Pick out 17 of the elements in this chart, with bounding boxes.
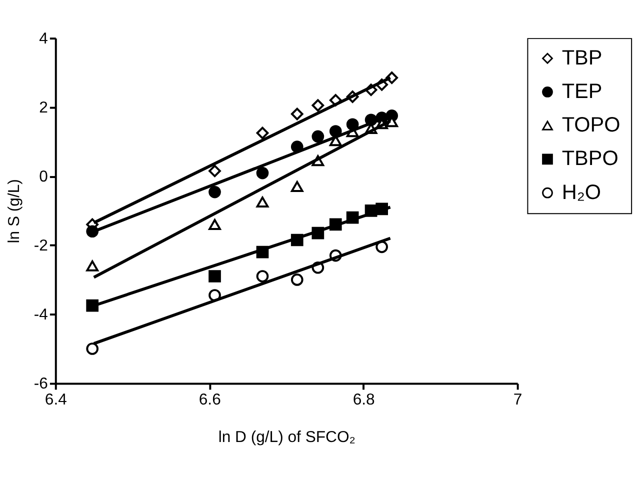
y-axis-title: ln S (g/L) [6,179,24,244]
legend-label: TEP [562,80,602,103]
y-tick-label: -4 [34,306,48,324]
x-tick-label: 6.4 [44,392,68,409]
x-axis-title: ln D (g/L) of SFCO₂ [218,429,356,446]
y-tick-label: 2 [39,100,48,117]
legend-label: TOPO [562,114,620,137]
legend-label: TBP [562,46,602,70]
legend-label: H₂O [562,180,602,204]
y-tick-label: -6 [34,376,48,393]
y-tick-label: 4 [39,30,48,48]
legend-label: TBPO [562,147,618,170]
x-tick-label: 6.6 [198,392,222,409]
x-tick-label: 6.8 [352,392,376,409]
y-tick-label: 0 [39,168,48,186]
x-tick-label: 7 [513,392,522,409]
y-tick-label: -2 [34,238,48,255]
